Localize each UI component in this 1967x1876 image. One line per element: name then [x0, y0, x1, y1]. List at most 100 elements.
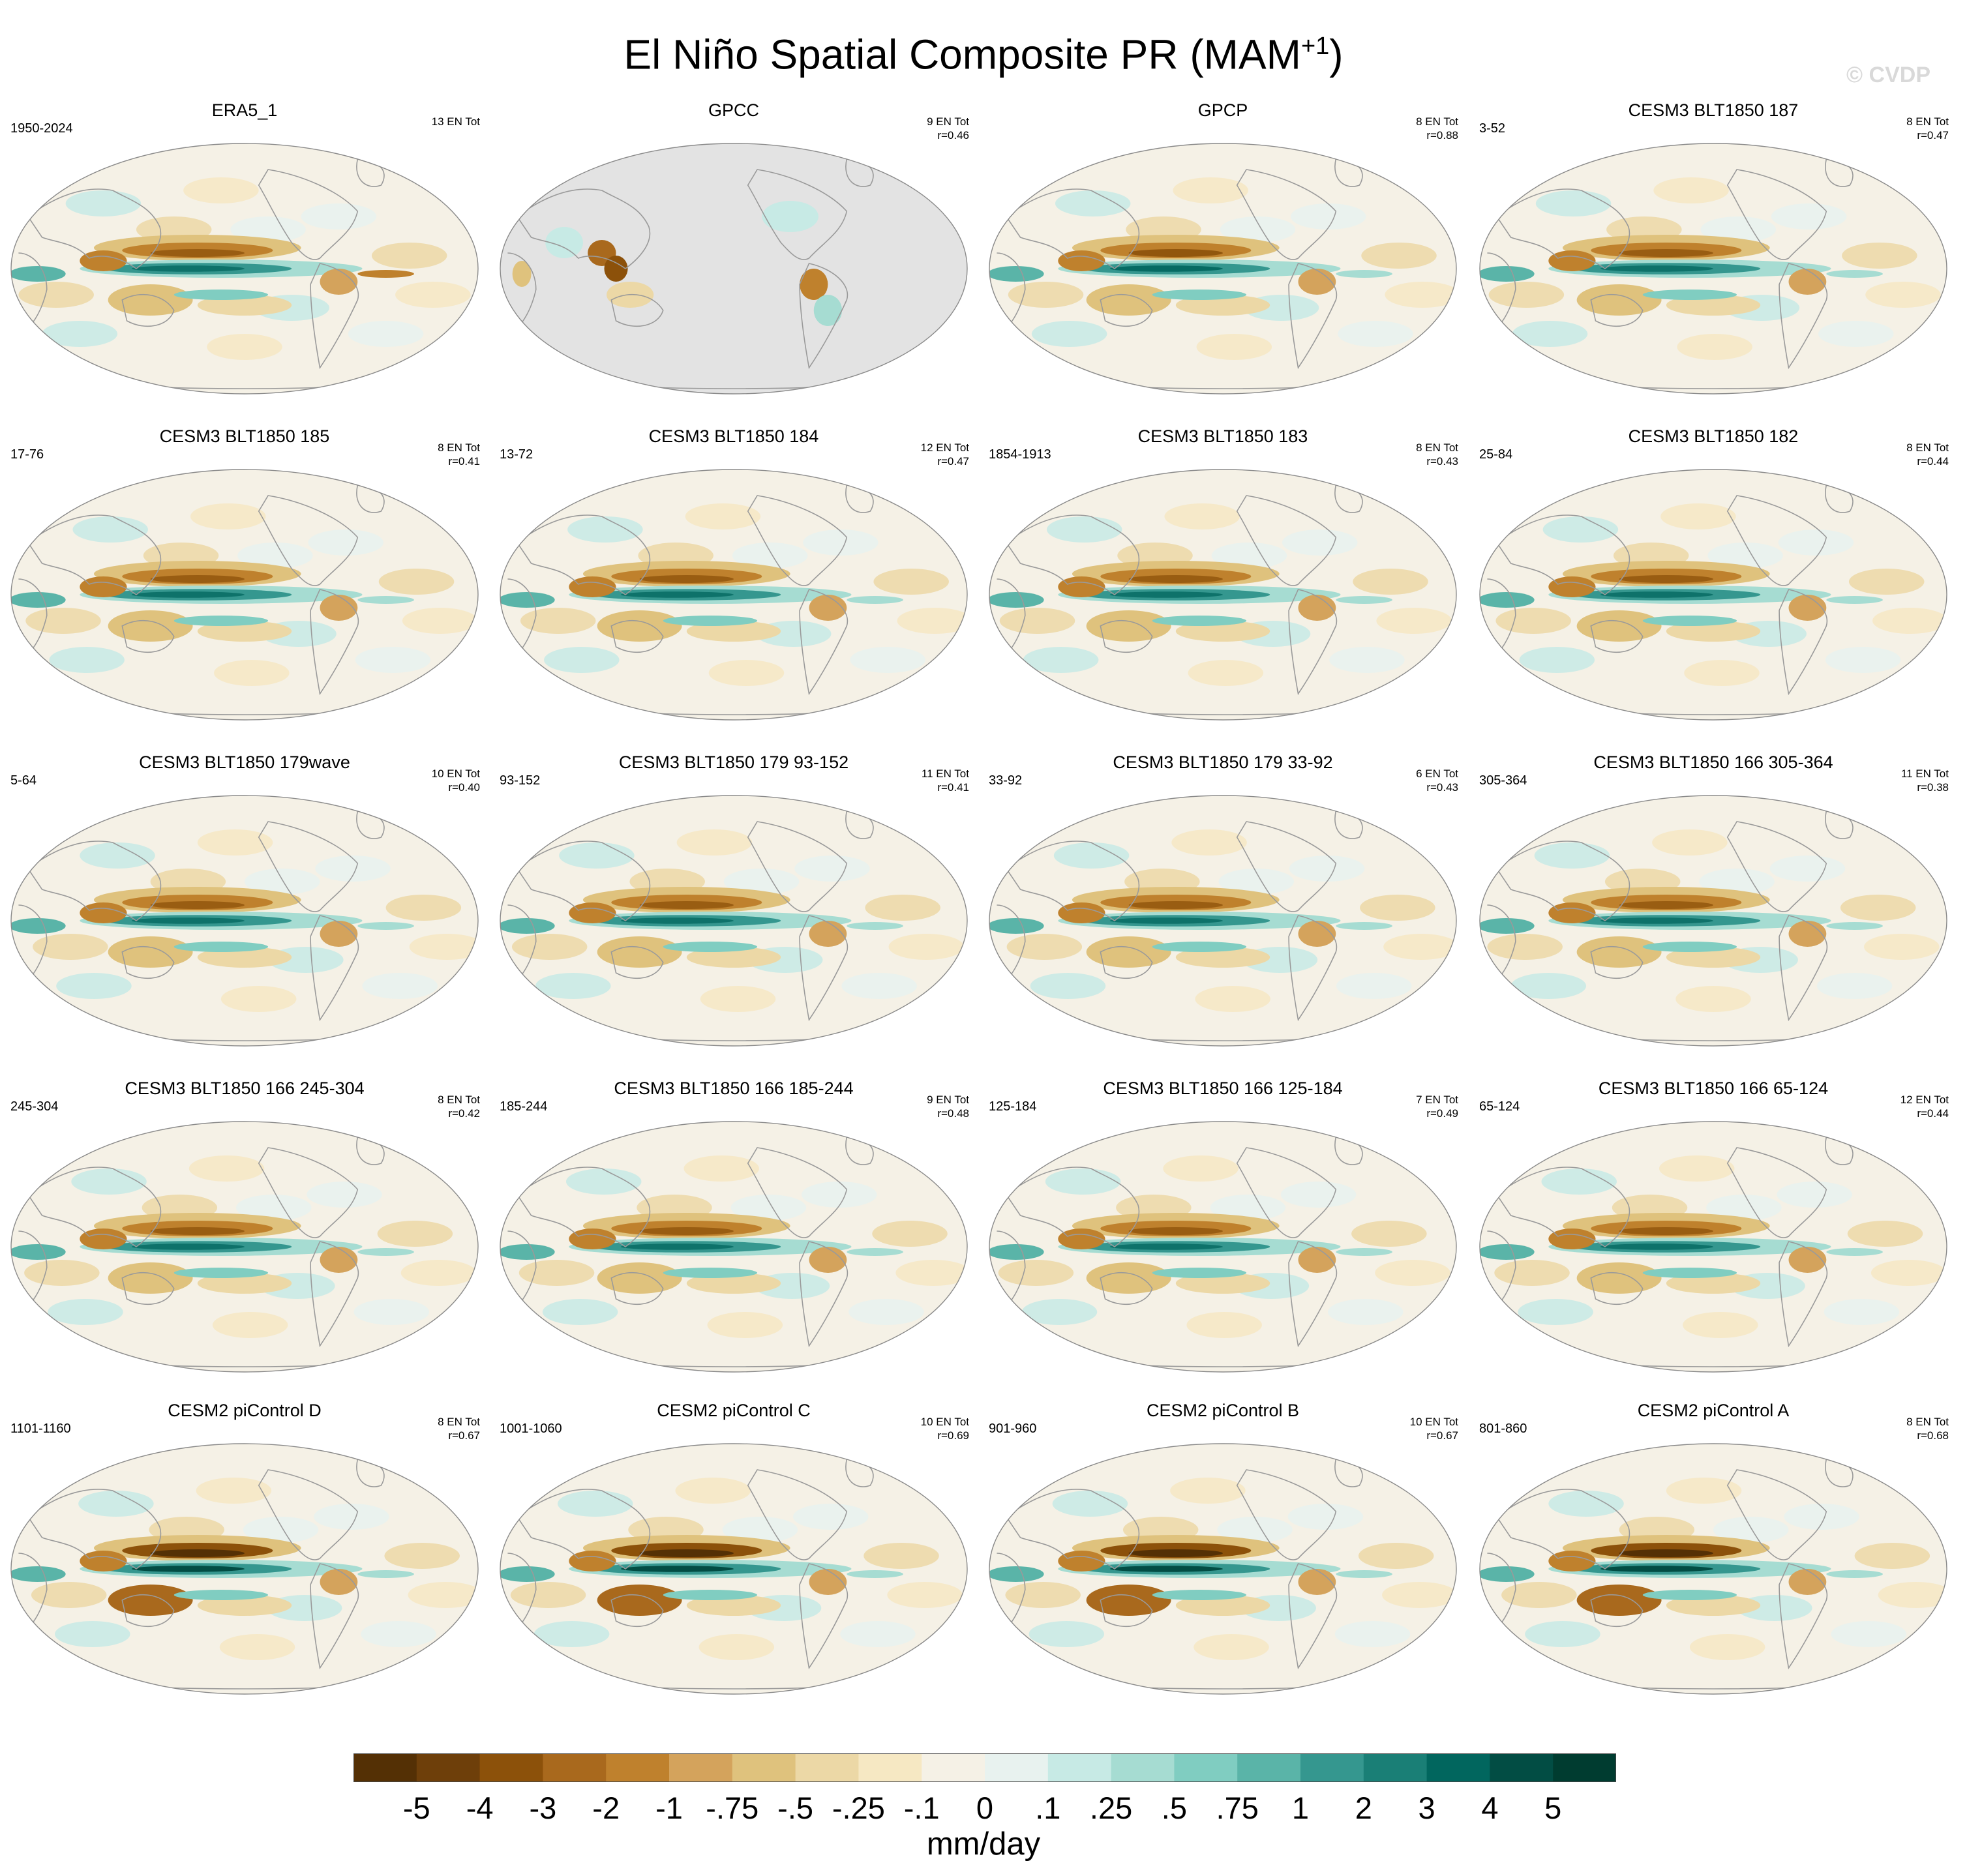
- colorbar-swatch: [416, 1753, 481, 1782]
- panel-stats: 8 EN Tot r=0.47: [1906, 115, 1949, 142]
- panel-stat-line: 8 EN Tot: [1416, 115, 1458, 128]
- map-panel: CESM2 piControl C 1001-1060 10 EN Tot r=0.6…: [489, 1399, 978, 1725]
- panel-stat-line: 6 EN Tot: [1416, 767, 1458, 780]
- precip-field: [11, 143, 478, 394]
- map-image: [10, 1443, 479, 1695]
- coastline: [258, 495, 359, 586]
- coastline: [610, 1272, 664, 1305]
- map-image: [1479, 795, 1947, 1047]
- coastline: [1779, 1241, 1828, 1348]
- panel-stat-line: 8 EN Tot: [438, 441, 480, 454]
- colorbar-swatch: [858, 1753, 922, 1782]
- map-border: [989, 143, 1457, 395]
- coastline: [516, 1167, 651, 1247]
- coastline: [310, 915, 359, 1022]
- panel-stat-line: r=0.49: [1426, 1107, 1458, 1120]
- colorbar-tick-label: -1: [655, 1791, 683, 1825]
- panel-years: 33-92: [989, 773, 1023, 788]
- coastline: [747, 169, 848, 260]
- panel-title: CESM2 piControl C: [657, 1401, 811, 1420]
- coastline: [1590, 946, 1644, 979]
- panel-title: CESM3 BLT1850 187: [1628, 100, 1799, 120]
- precip-field: [1480, 469, 1947, 720]
- panel-years: 125-184: [989, 1099, 1037, 1114]
- panel-title: CESM3 BLT1850 185: [159, 426, 330, 446]
- colorbar-frame: [353, 1753, 1616, 1782]
- coastline: [516, 188, 651, 269]
- coastline: [1005, 1167, 1140, 1247]
- panel-stat-line: 9 EN Tot: [927, 115, 969, 128]
- map-border: [10, 143, 479, 395]
- panel-years: 3-52: [1479, 121, 1506, 136]
- panel-title: CESM3 BLT1850 179 93-152: [618, 752, 849, 772]
- coastline: [799, 915, 848, 1022]
- map-border: [10, 1121, 479, 1373]
- figure-title-main: El Niño Spatial Composite PR (MAM: [623, 31, 1301, 78]
- coastline: [747, 1147, 848, 1238]
- colorbar-swatch: [1111, 1753, 1175, 1782]
- panel-stats: 6 EN Tot r=0.43: [1416, 767, 1458, 794]
- coastline: [1726, 821, 1827, 912]
- coastline: [1236, 495, 1337, 586]
- coastline: [1100, 1272, 1153, 1305]
- panel-title: ERA5_1: [211, 100, 278, 120]
- coastline: [799, 1563, 848, 1670]
- panel-stat-line: r=0.47: [1917, 129, 1949, 141]
- coastline: [27, 841, 162, 921]
- map-border: [500, 795, 968, 1047]
- coastline: [1236, 169, 1337, 260]
- coastline: [121, 294, 175, 327]
- colorbar-swatch: [1426, 1753, 1490, 1782]
- colorbar: [353, 1753, 1616, 1782]
- colorbar-swatch: [985, 1753, 1049, 1782]
- map-panel: CESM3 BLT1850 187 3-52 8 EN Tot r=0.47: [1469, 99, 1958, 425]
- panel-stats: 12 EN Tot r=0.47: [921, 441, 969, 468]
- panel-years: 65-124: [1479, 1099, 1520, 1114]
- colorbar-tick-label: 4: [1481, 1791, 1499, 1825]
- panel-stat-line: r=0.41: [937, 781, 969, 794]
- precip-field: [1480, 796, 1947, 1046]
- panel-title: CESM3 BLT1850 179wave: [139, 752, 350, 772]
- coastline: [610, 620, 664, 653]
- panel-title: CESM3 BLT1850 184: [648, 426, 819, 446]
- panel-years: 185-244: [500, 1099, 548, 1114]
- colorbar-swatch: [479, 1753, 543, 1782]
- coastline: [121, 1272, 175, 1305]
- panel-stat-line: 10 EN Tot: [920, 1416, 969, 1428]
- map-panel: CESM3 BLT1850 166 305-364 305-364 11 EN To…: [1469, 751, 1958, 1077]
- figure-title-superscript: +1: [1300, 33, 1330, 60]
- precip-field: [500, 469, 967, 720]
- map-border: [10, 795, 479, 1047]
- panel-title: GPCC: [708, 100, 759, 120]
- panel-stat-line: r=0.48: [937, 1107, 969, 1120]
- coastline: [1288, 915, 1338, 1022]
- map-image: [500, 469, 968, 721]
- panel-stat-line: 12 EN Tot: [920, 441, 969, 454]
- panel-years: 801-860: [1479, 1422, 1527, 1436]
- colorbar-swatch: [1490, 1753, 1554, 1782]
- panel-stat-line: r=0.46: [937, 129, 969, 141]
- map-image: [989, 469, 1457, 721]
- coastline: [799, 1241, 848, 1348]
- coastline: [1288, 589, 1338, 696]
- panel-title: CESM3 BLT1850 182: [1628, 426, 1799, 446]
- map-border: [989, 1443, 1457, 1695]
- coastline: [258, 1147, 359, 1238]
- coastline: [310, 1563, 359, 1670]
- map-panel: CESM2 piControl B 901-960 10 EN Tot r=0.67: [978, 1399, 1467, 1725]
- coastline: [1726, 1147, 1827, 1238]
- coastline: [516, 514, 651, 595]
- colorbar-units: mm/day: [926, 1826, 1041, 1862]
- panel-stat-line: 8 EN Tot: [1906, 115, 1949, 128]
- map-border: [1479, 1443, 1947, 1695]
- panel-title: CESM3 BLT1850 166 245-304: [125, 1079, 365, 1098]
- map-border: [500, 143, 968, 395]
- precip-field: [989, 796, 1456, 1046]
- map-panel: GPCC 9 EN Tot r=0.46: [489, 99, 978, 425]
- panel-stat-line: 7 EN Tot: [1416, 1094, 1458, 1106]
- map-border: [1479, 1121, 1947, 1373]
- map-border: [989, 1121, 1457, 1373]
- coastline: [1100, 620, 1153, 653]
- panel-years: 93-152: [500, 773, 541, 788]
- colorbar-swatch: [353, 1753, 417, 1782]
